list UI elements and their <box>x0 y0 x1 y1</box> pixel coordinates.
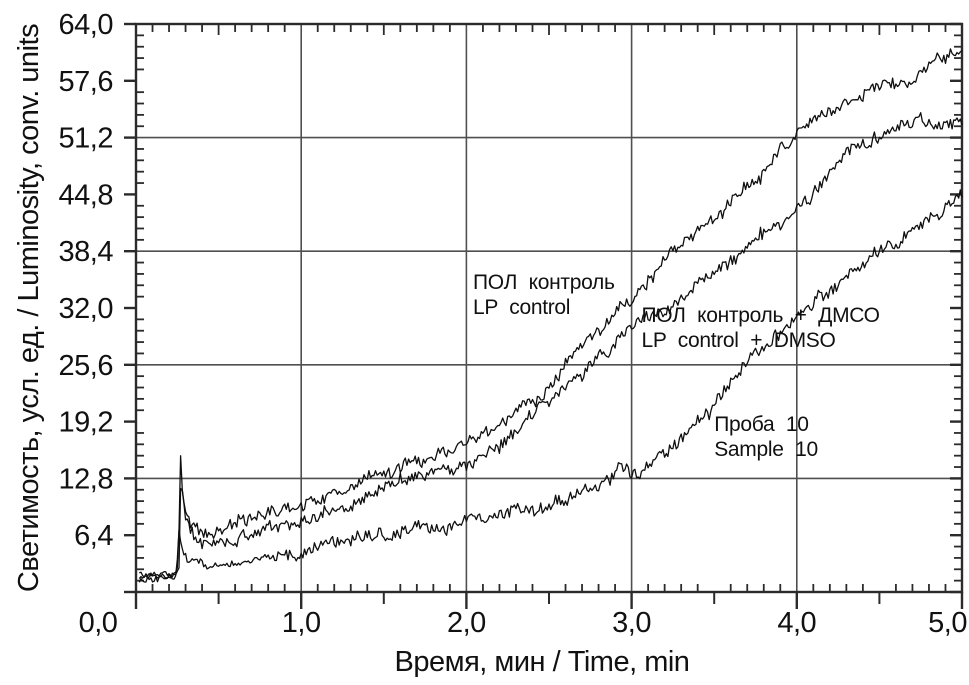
x-tick-label: 1,0 <box>282 607 321 639</box>
x-tick-label: 4,0 <box>777 607 816 639</box>
annotation-line-en: LP control <box>473 295 571 319</box>
tick-labels: 0,0 1,0 2,0 3,0 4,0 5,0 6,4 12,8 19,2 25,6 32,0 38,… <box>59 9 968 639</box>
y-tick-label: 19,2 <box>59 407 113 439</box>
annotation-line-ru: ПОЛ контроль <box>473 270 615 294</box>
annotation-line-en: Sample 10 <box>714 437 818 461</box>
x-tick-label: 2,0 <box>447 607 486 639</box>
annotation-line-ru: ПОЛ контроль + ДМСО <box>641 303 881 327</box>
x-tick-label: 5,0 <box>928 607 967 639</box>
y-tick-label: 51,2 <box>59 123 113 155</box>
y-tick-label: 6,4 <box>74 520 113 552</box>
annotation-line-ru: Проба 10 <box>714 412 809 436</box>
gridlines <box>136 24 962 592</box>
x-axis-title: Время, мин / Time, min <box>395 646 690 678</box>
y-axis-title: Светимость, усл. ед. / Luminosity, conv.… <box>13 24 45 592</box>
annotation-lp-control-dmso: ПОЛ контроль + ДМСО LP control + DMSO <box>641 303 881 353</box>
y-tick-label: 38,4 <box>59 236 114 268</box>
annotation-lp-control: ПОЛ контроль LP control <box>473 270 615 320</box>
y-tick-label: 57,6 <box>59 66 113 98</box>
y-tick-label: 25,6 <box>59 350 113 382</box>
annotation-line-en: LP control + DMSO <box>641 328 836 352</box>
x-tick-label: 0,0 <box>79 607 118 639</box>
axis-ticks <box>124 22 964 609</box>
series-curve-1 <box>138 112 963 580</box>
y-tick-label: 44,8 <box>59 179 113 211</box>
y-tick-label: 12,8 <box>59 463 113 495</box>
series-curve-0 <box>139 48 963 578</box>
y-tick-label: 32,0 <box>59 293 113 325</box>
x-tick-label: 3,0 <box>612 607 651 639</box>
y-tick-label: 64,0 <box>59 9 113 41</box>
series-curve-2 <box>138 189 963 583</box>
annotation-sample-10: Проба 10 Sample 10 <box>714 412 818 462</box>
plot-border <box>134 22 964 594</box>
data-curves <box>138 48 963 583</box>
